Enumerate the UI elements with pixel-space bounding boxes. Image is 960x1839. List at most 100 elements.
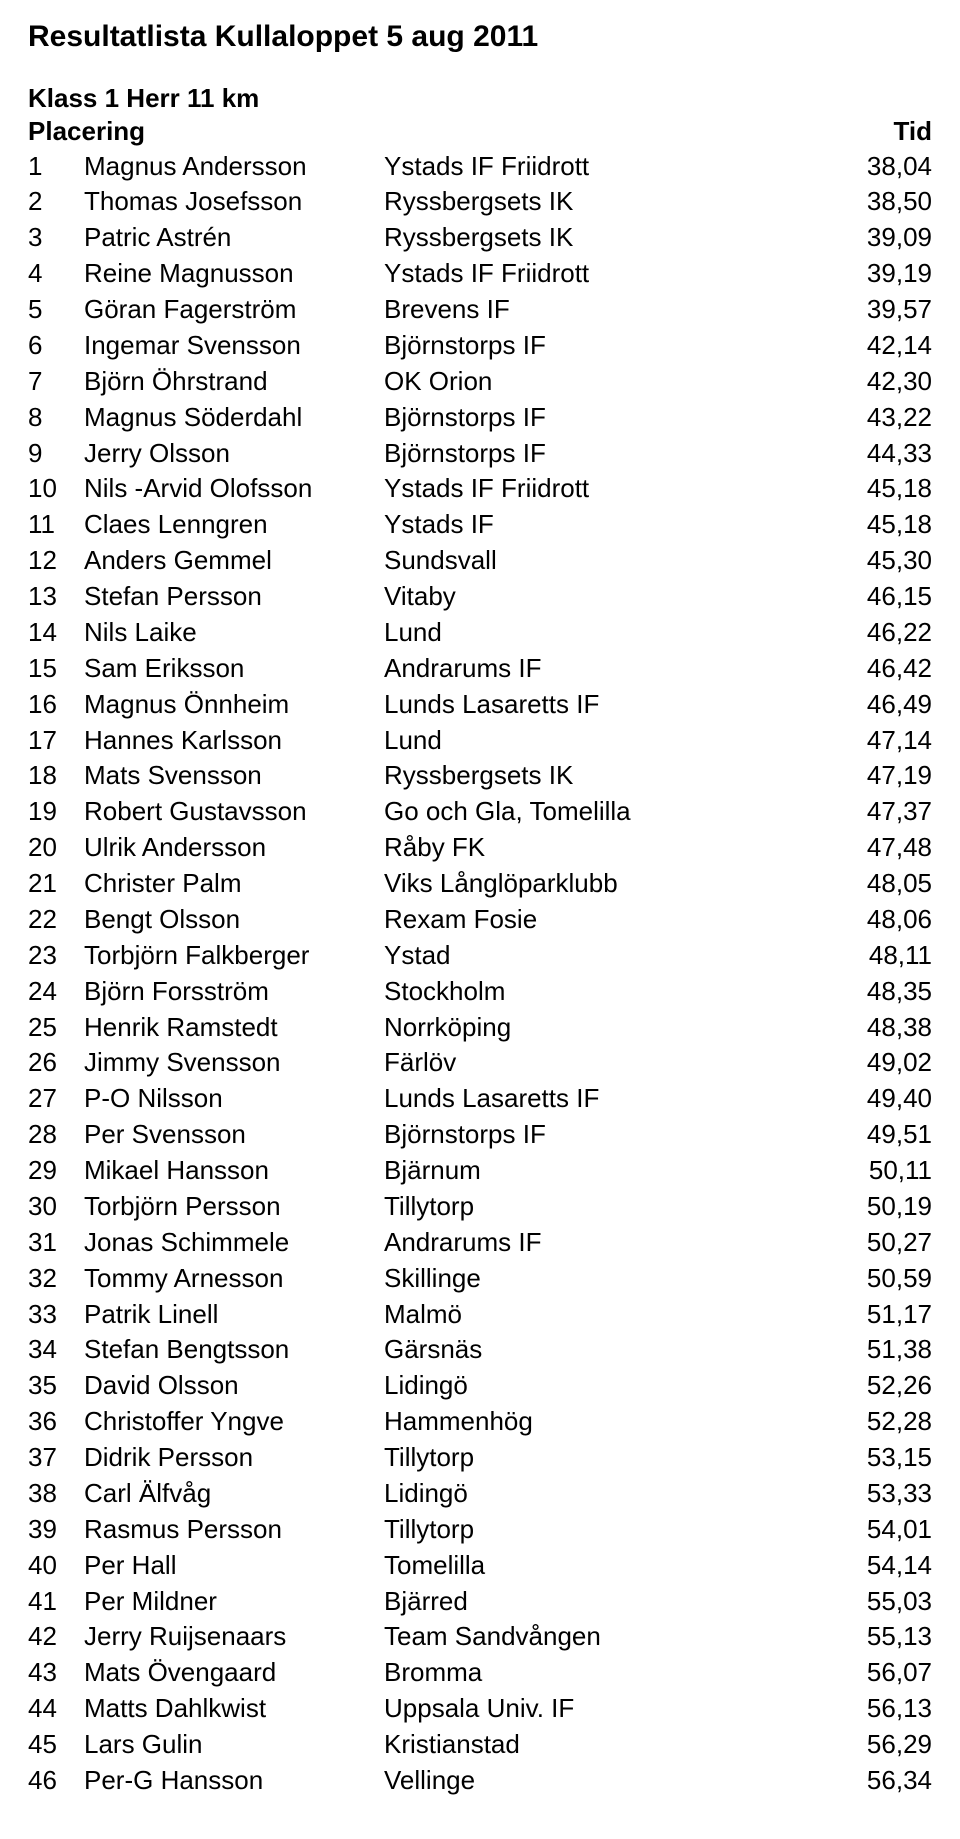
cell-club: Brevens IF (384, 292, 812, 328)
cell-name: Stefan Bengtsson (84, 1332, 384, 1368)
table-row: 10Nils -Arvid OlofssonYstads IF Friidrot… (28, 471, 932, 507)
cell-name: Mats Svensson (84, 758, 384, 794)
cell-club: Skillinge (384, 1261, 812, 1297)
cell-name: Per-G Hansson (84, 1763, 384, 1799)
cell-time: 43,22 (812, 400, 932, 436)
cell-name: Carl Älfvåg (84, 1476, 384, 1512)
header-place: Placering (28, 115, 384, 148)
cell-place: 13 (28, 579, 84, 615)
cell-name: Bengt Olsson (84, 902, 384, 938)
cell-place: 19 (28, 794, 84, 830)
cell-time: 56,07 (812, 1655, 932, 1691)
table-row: 30Torbjörn PerssonTillytorp50,19 (28, 1189, 932, 1225)
cell-time: 39,57 (812, 292, 932, 328)
cell-time: 53,33 (812, 1476, 932, 1512)
cell-place: 42 (28, 1619, 84, 1655)
cell-place: 1 (28, 149, 84, 185)
cell-club: Björnstorps IF (384, 400, 812, 436)
table-row: 25Henrik RamstedtNorrköping48,38 (28, 1010, 932, 1046)
cell-club: Ystads IF Friidrott (384, 256, 812, 292)
cell-time: 46,42 (812, 651, 932, 687)
cell-club: Färlöv (384, 1045, 812, 1081)
cell-club: Ryssbergsets IK (384, 758, 812, 794)
cell-time: 47,14 (812, 723, 932, 759)
table-row: 12Anders GemmelSundsvall45,30 (28, 543, 932, 579)
table-row: 39Rasmus PerssonTillytorp54,01 (28, 1512, 932, 1548)
table-row: 14Nils LaikeLund46,22 (28, 615, 932, 651)
cell-place: 27 (28, 1081, 84, 1117)
cell-name: Hannes Karlsson (84, 723, 384, 759)
cell-club: Team Sandvången (384, 1619, 812, 1655)
cell-name: Patric Astrén (84, 220, 384, 256)
cell-name: Tommy Arnesson (84, 1261, 384, 1297)
cell-place: 33 (28, 1297, 84, 1333)
cell-name: Per Svensson (84, 1117, 384, 1153)
cell-name: Magnus Söderdahl (84, 400, 384, 436)
table-row: 31Jonas SchimmeleAndrarums IF50,27 (28, 1225, 932, 1261)
cell-time: 46,49 (812, 687, 932, 723)
cell-club: Stockholm (384, 974, 812, 1010)
cell-name: Patrik Linell (84, 1297, 384, 1333)
cell-time: 47,19 (812, 758, 932, 794)
table-row: 24Björn ForsströmStockholm48,35 (28, 974, 932, 1010)
cell-place: 12 (28, 543, 84, 579)
cell-time: 51,17 (812, 1297, 932, 1333)
cell-place: 39 (28, 1512, 84, 1548)
cell-club: Lund (384, 615, 812, 651)
cell-name: Mats Övengaard (84, 1655, 384, 1691)
table-row: 32Tommy ArnessonSkillinge50,59 (28, 1261, 932, 1297)
table-row: 1Magnus AnderssonYstads IF Friidrott38,0… (28, 149, 932, 185)
cell-club: Lunds Lasaretts IF (384, 1081, 812, 1117)
cell-name: Per Mildner (84, 1584, 384, 1620)
cell-time: 44,33 (812, 436, 932, 472)
cell-time: 53,15 (812, 1440, 932, 1476)
cell-place: 9 (28, 436, 84, 472)
cell-club: Ryssbergsets IK (384, 184, 812, 220)
table-row: 37Didrik PerssonTillytorp53,15 (28, 1440, 932, 1476)
cell-club: Uppsala Univ. IF (384, 1691, 812, 1727)
cell-club: Lund (384, 723, 812, 759)
cell-place: 20 (28, 830, 84, 866)
cell-time: 56,34 (812, 1763, 932, 1799)
cell-name: Thomas Josefsson (84, 184, 384, 220)
cell-place: 7 (28, 364, 84, 400)
cell-place: 26 (28, 1045, 84, 1081)
cell-place: 21 (28, 866, 84, 902)
cell-club: Lidingö (384, 1476, 812, 1512)
cell-name: Jerry Olsson (84, 436, 384, 472)
cell-place: 6 (28, 328, 84, 364)
cell-name: Anders Gemmel (84, 543, 384, 579)
cell-name: Nils Laike (84, 615, 384, 651)
cell-time: 56,13 (812, 1691, 932, 1727)
cell-time: 38,50 (812, 184, 932, 220)
cell-name: Magnus Andersson (84, 149, 384, 185)
cell-time: 54,14 (812, 1548, 932, 1584)
cell-club: Björnstorps IF (384, 1117, 812, 1153)
cell-club: Vitaby (384, 579, 812, 615)
cell-time: 38,04 (812, 149, 932, 185)
cell-time: 48,38 (812, 1010, 932, 1046)
cell-name: Claes Lenngren (84, 507, 384, 543)
cell-place: 10 (28, 471, 84, 507)
table-row: 46Per-G HanssonVellinge56,34 (28, 1763, 932, 1799)
cell-club: Go och Gla, Tomelilla (384, 794, 812, 830)
cell-club: Rexam Fosie (384, 902, 812, 938)
cell-name: Reine Magnusson (84, 256, 384, 292)
cell-time: 46,15 (812, 579, 932, 615)
class-subtitle: Klass 1 Herr 11 km (28, 82, 932, 115)
cell-place: 8 (28, 400, 84, 436)
cell-name: Magnus Önnheim (84, 687, 384, 723)
cell-name: Björn Forsström (84, 974, 384, 1010)
cell-place: 46 (28, 1763, 84, 1799)
cell-name: Henrik Ramstedt (84, 1010, 384, 1046)
cell-place: 43 (28, 1655, 84, 1691)
cell-place: 30 (28, 1189, 84, 1225)
cell-place: 15 (28, 651, 84, 687)
cell-time: 52,28 (812, 1404, 932, 1440)
cell-club: Tomelilla (384, 1548, 812, 1584)
cell-club: Tillytorp (384, 1512, 812, 1548)
cell-place: 32 (28, 1261, 84, 1297)
cell-time: 47,37 (812, 794, 932, 830)
cell-time: 50,19 (812, 1189, 932, 1225)
table-row: 15Sam ErikssonAndrarums IF46,42 (28, 651, 932, 687)
